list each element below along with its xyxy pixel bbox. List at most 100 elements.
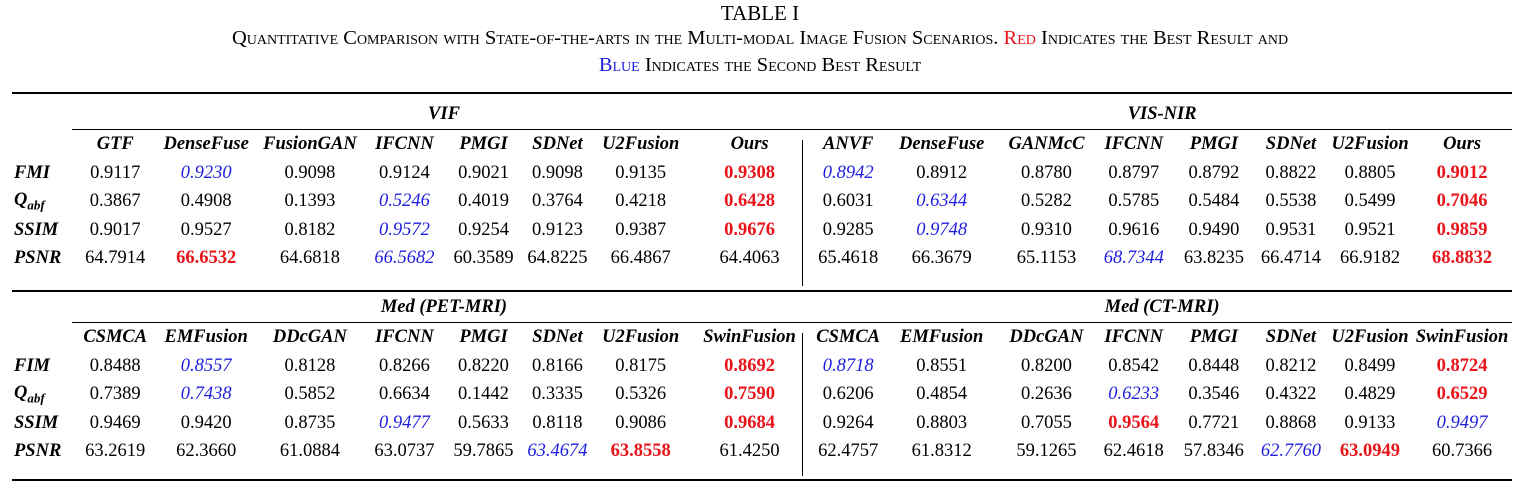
metric-value: 0.5499 — [1344, 191, 1396, 212]
method-name: PMGI — [1189, 326, 1238, 347]
metric-value: 61.4250 — [719, 441, 780, 462]
results-block-2: Med (PET-MRI) Med (CT-MRI) CSMCA EMFusion DD… — [12, 292, 1512, 466]
metric-value: 0.8803 — [916, 412, 968, 433]
metric-value: 68.8832 — [1432, 248, 1493, 269]
group-name: Med (PET-MRI) — [380, 296, 508, 317]
method-name: DDcGAN — [1009, 326, 1084, 347]
metric-value: 0.4854 — [916, 384, 968, 405]
metric-value: 0.7055 — [1020, 412, 1072, 433]
metric-value: 0.8912 — [916, 162, 968, 183]
method-name: PMGI — [1189, 133, 1239, 154]
method-header-row: CSMCA EMFusion DDcGAN IFCNN PMGI SDNet U2Fusio… — [12, 322, 1512, 352]
table-row: SSIM 0.9017 0.9527 0.8182 0.9572 0.9254 0.9123… — [12, 216, 1512, 245]
metric-value: 0.8692 — [724, 355, 775, 376]
metric-label: FMI — [12, 159, 76, 188]
metric-value: 0.4908 — [180, 191, 232, 212]
metric-value: 0.9254 — [458, 219, 509, 240]
metric-value: 0.6428 — [724, 191, 776, 212]
metric-value: 0.3546 — [1188, 384, 1240, 405]
metric-value: 0.9748 — [916, 219, 968, 240]
metric-value: 0.5633 — [458, 412, 509, 433]
metric-value: 0.8542 — [1108, 355, 1160, 376]
caption-text: Indicates the Second Best Result — [644, 54, 922, 76]
metric-value: 64.6818 — [279, 248, 340, 269]
metric-value: 0.9017 — [89, 219, 141, 240]
metric-value: 0.5282 — [1021, 191, 1072, 212]
metric-name: FIM — [14, 355, 50, 376]
metric-value: 0.6206 — [822, 384, 874, 405]
metric-value: 0.9123 — [532, 219, 583, 240]
metric-value: 0.9285 — [822, 219, 874, 240]
metric-value: 0.8266 — [378, 355, 430, 376]
method-name: SDNet — [1265, 326, 1317, 347]
metric-value: 0.9469 — [89, 412, 141, 433]
metric-value: 0.8797 — [1108, 162, 1160, 183]
metric-value: 0.1442 — [458, 384, 509, 405]
metric-value: 0.5326 — [615, 384, 667, 405]
method-name: FusionGAN — [263, 133, 357, 154]
metric-value: 0.9098 — [532, 162, 583, 183]
metric-value: 0.8735 — [284, 412, 336, 433]
metric-value: 0.9086 — [615, 412, 667, 433]
method-name: Ours — [730, 133, 769, 154]
metric-value: 63.8558 — [610, 441, 671, 462]
metric-value: 0.9264 — [822, 412, 874, 433]
metric-value: 59.7865 — [453, 441, 514, 462]
metric-value: 0.4829 — [1344, 384, 1396, 405]
metric-value: 61.8312 — [911, 441, 972, 462]
metric-value: 64.7914 — [85, 248, 146, 269]
metric-value: 0.9420 — [180, 412, 232, 433]
method-header-row: GTF DenseFuse FusionGAN IFCNN PMGI SDNet U2Fus… — [12, 129, 1512, 159]
metric-value: 0.2636 — [1020, 384, 1072, 405]
metric-value: 0.7389 — [89, 384, 141, 405]
block-separator-rule — [12, 290, 1512, 292]
metric-value: 0.9387 — [615, 219, 667, 240]
table-top-rule — [12, 92, 1512, 94]
empty-cell — [12, 292, 76, 322]
metric-value: 0.8175 — [615, 355, 667, 376]
metric-subscript: abf — [27, 390, 45, 406]
caption-text: Indicates the Best Result and — [1041, 27, 1289, 49]
metric-value: 0.9527 — [180, 219, 232, 240]
metric-value: 0.8448 — [1188, 355, 1240, 376]
method-name: U2Fusion — [1331, 133, 1409, 154]
caption-text: Quantitative Comparison with State-of-th… — [231, 27, 999, 49]
metric-value: 63.0949 — [1339, 441, 1401, 462]
metric-value: 59.1265 — [1016, 441, 1077, 462]
metric-value: 0.5484 — [1188, 191, 1240, 212]
metric-value: 0.8724 — [1436, 355, 1488, 376]
metric-value: 0.8182 — [284, 219, 336, 240]
method-name: SDNet — [532, 326, 583, 347]
metric-value: 0.9230 — [180, 162, 232, 183]
empty-cell — [12, 129, 76, 159]
method-name: CSMCA — [816, 326, 881, 347]
metric-value: 65.4618 — [818, 248, 879, 269]
method-name: U2Fusion — [602, 326, 680, 347]
metric-value: 0.8780 — [1021, 162, 1072, 183]
metric-name: SSIM — [14, 412, 59, 433]
group-name: VIF — [428, 103, 460, 124]
method-name: IFCNN — [1104, 133, 1164, 154]
metric-value: 64.8225 — [527, 248, 588, 269]
metric-value: 0.9490 — [1188, 219, 1240, 240]
table-row: PSNR 64.7914 66.6532 64.6818 66.5682 60.3589 6… — [12, 245, 1512, 274]
metric-value: 60.3589 — [453, 248, 514, 269]
metric-value: 0.6634 — [378, 384, 430, 405]
table-row: FMI 0.9117 0.9230 0.9098 0.9124 0.9021 0.9098 0… — [12, 159, 1512, 188]
method-name: EMFusion — [164, 326, 248, 347]
metric-value: 0.4218 — [615, 191, 667, 212]
metric-value: 0.9308 — [724, 162, 776, 183]
caption-red-word: Red — [1003, 27, 1036, 49]
table-row: Qabf 0.7389 0.7438 0.5852 0.6634 0.1442 0.3335… — [12, 381, 1512, 410]
table-row: FIM 0.8488 0.8557 0.8128 0.8266 0.8220 0.8166 0… — [12, 352, 1512, 381]
metric-value: 0.5538 — [1265, 191, 1317, 212]
metric-value: 0.8488 — [89, 355, 141, 376]
metric-label: Qabf — [12, 188, 76, 217]
metric-name: PSNR — [14, 248, 62, 269]
group-header-row: Med (PET-MRI) Med (CT-MRI) — [12, 292, 1512, 322]
metric-value: 0.8118 — [532, 412, 583, 433]
metric-value: 0.9564 — [1108, 412, 1160, 433]
metric-value: 66.4714 — [1260, 248, 1322, 269]
empty-cell — [12, 322, 76, 352]
metric-value: 66.6532 — [176, 248, 237, 269]
